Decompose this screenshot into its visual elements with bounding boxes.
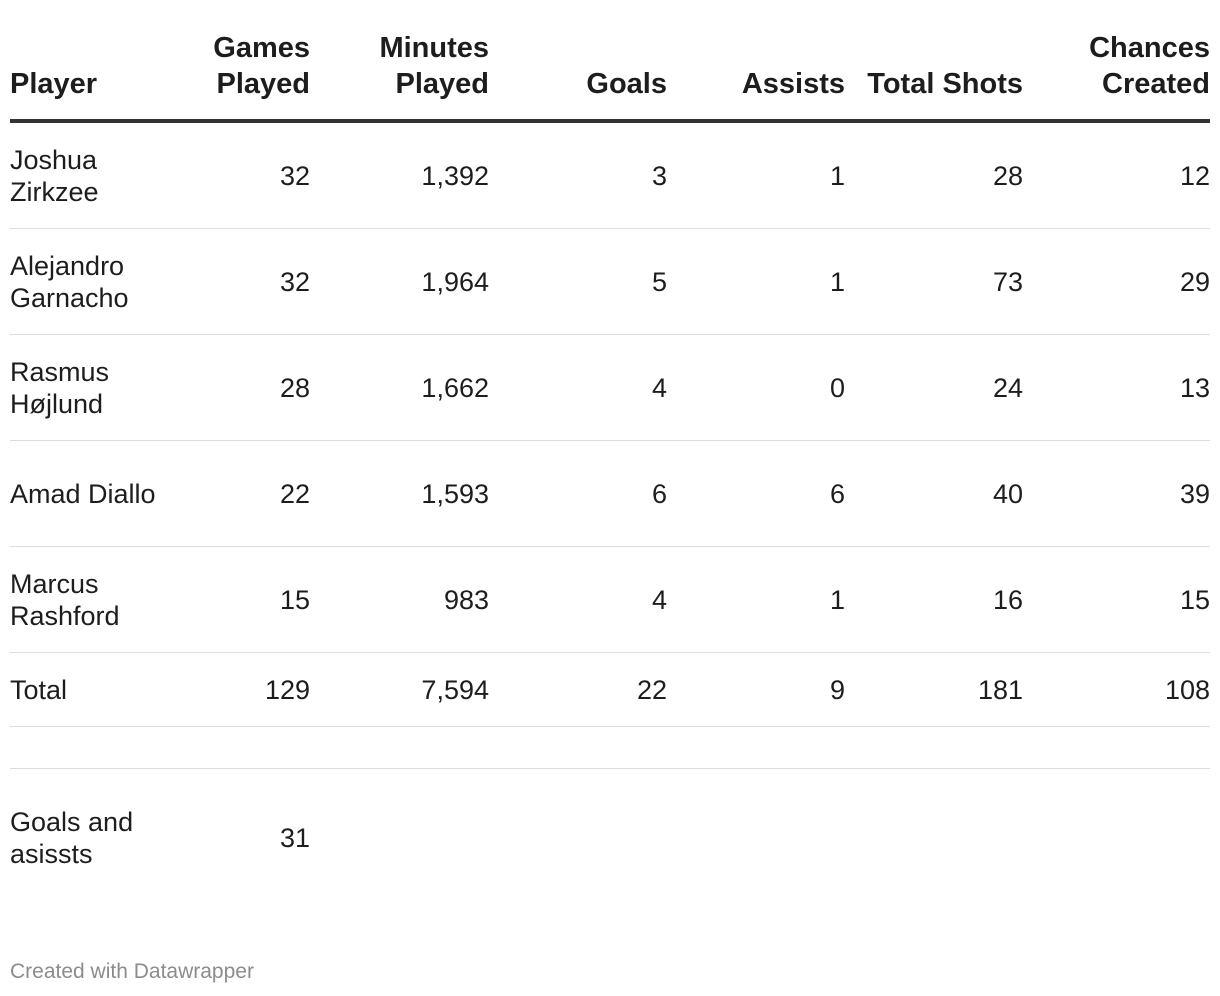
- minutes-played-cell: 983: [310, 546, 489, 653]
- player-name-cell: Alejandro Garnacho: [10, 228, 160, 335]
- total-shots-cell: 24: [845, 334, 1023, 441]
- total-shots-cell: 28: [845, 121, 1023, 229]
- assists-cell: 0: [667, 334, 845, 441]
- games-played-cell: 15: [160, 546, 310, 653]
- empty-cell: [310, 769, 489, 907]
- column-header-chances-created: Chances Created: [1023, 30, 1210, 123]
- total-minutes-played-cell: 7,594: [310, 652, 489, 727]
- table-row: Marcus Rashford 15 983 4 1 16 15: [10, 546, 1210, 653]
- assists-cell: 1: [667, 121, 845, 229]
- goals-cell: 3: [489, 121, 667, 229]
- goals-cell: 4: [489, 334, 667, 441]
- table-row: Alejandro Garnacho 32 1,964 5 1 73 29: [10, 228, 1210, 335]
- total-assists-cell: 9: [667, 652, 845, 727]
- player-stats-table: Player Games Played Minutes Played Goals…: [10, 30, 1210, 906]
- credit-footer: Created with Datawrapper: [10, 960, 254, 983]
- empty-cell: [10, 726, 160, 769]
- goals-and-assists-label-cell: Goals and asissts: [10, 806, 134, 869]
- player-name-cell: Marcus Rashford: [10, 546, 160, 653]
- total-row: Total 129 7,594 22 9 181 108: [10, 652, 1210, 727]
- total-shots-total-cell: 181: [845, 652, 1023, 727]
- column-header-player: Player: [10, 30, 160, 123]
- column-header-minutes-played: Minutes Played: [310, 30, 489, 123]
- player-name-cell: Amad Diallo: [10, 440, 160, 547]
- goals-cell: 5: [489, 228, 667, 335]
- empty-cell: [667, 769, 845, 907]
- minutes-played-cell: 1,662: [310, 334, 489, 441]
- player-name-cell: Joshua Zirkzee: [10, 121, 160, 229]
- total-goals-cell: 22: [489, 652, 667, 727]
- empty-cell: [667, 726, 845, 769]
- games-played-cell: 32: [160, 228, 310, 335]
- goals-and-assists-row: Goals and asissts 31: [10, 769, 1210, 907]
- column-header-games-played: Games Played: [160, 30, 310, 123]
- empty-cell: [1023, 726, 1210, 769]
- table-row: Amad Diallo 22 1,593 6 6 40 39: [10, 440, 1210, 547]
- games-played-cell: 28: [160, 334, 310, 441]
- empty-cell: [489, 726, 667, 769]
- empty-cell: [160, 726, 310, 769]
- empty-cell: [845, 726, 1023, 769]
- assists-cell: 1: [667, 546, 845, 653]
- goals-cell: 6: [489, 440, 667, 547]
- chances-created-cell: 13: [1023, 334, 1210, 441]
- empty-cell: [845, 769, 1023, 907]
- column-header-goals: Goals: [489, 30, 667, 123]
- column-header-assists: Assists: [667, 30, 845, 123]
- stats-table-container: Player Games Played Minutes Played Goals…: [10, 30, 1210, 906]
- header-row: Player Games Played Minutes Played Goals…: [10, 30, 1210, 123]
- minutes-played-cell: 1,964: [310, 228, 489, 335]
- minutes-played-cell: 1,593: [310, 440, 489, 547]
- minutes-played-cell: 1,392: [310, 121, 489, 229]
- table-row: Joshua Zirkzee 32 1,392 3 1 28 12: [10, 121, 1210, 229]
- table-row: Rasmus Højlund 28 1,662 4 0 24 13: [10, 334, 1210, 441]
- total-games-played-cell: 129: [160, 652, 310, 727]
- total-shots-cell: 40: [845, 440, 1023, 547]
- assists-cell: 1: [667, 228, 845, 335]
- chances-created-cell: 29: [1023, 228, 1210, 335]
- player-name-cell: Rasmus Højlund: [10, 334, 160, 441]
- total-shots-cell: 16: [845, 546, 1023, 653]
- chances-created-cell: 15: [1023, 546, 1210, 653]
- games-played-cell: 22: [160, 440, 310, 547]
- empty-cell: [310, 726, 489, 769]
- goals-cell: 4: [489, 546, 667, 653]
- empty-cell: [489, 769, 667, 907]
- games-played-cell: 32: [160, 121, 310, 229]
- assists-cell: 6: [667, 440, 845, 547]
- goals-and-assists-value-cell: 31: [279, 822, 310, 853]
- column-header-total-shots: Total Shots: [845, 30, 1023, 123]
- chances-created-cell: 39: [1023, 440, 1210, 547]
- empty-cell: [1023, 769, 1210, 907]
- total-shots-cell: 73: [845, 228, 1023, 335]
- total-label-cell: Total: [10, 652, 160, 727]
- empty-row: [10, 726, 1210, 769]
- chances-created-cell: 12: [1023, 121, 1210, 229]
- total-chances-created-cell: 108: [1023, 652, 1210, 727]
